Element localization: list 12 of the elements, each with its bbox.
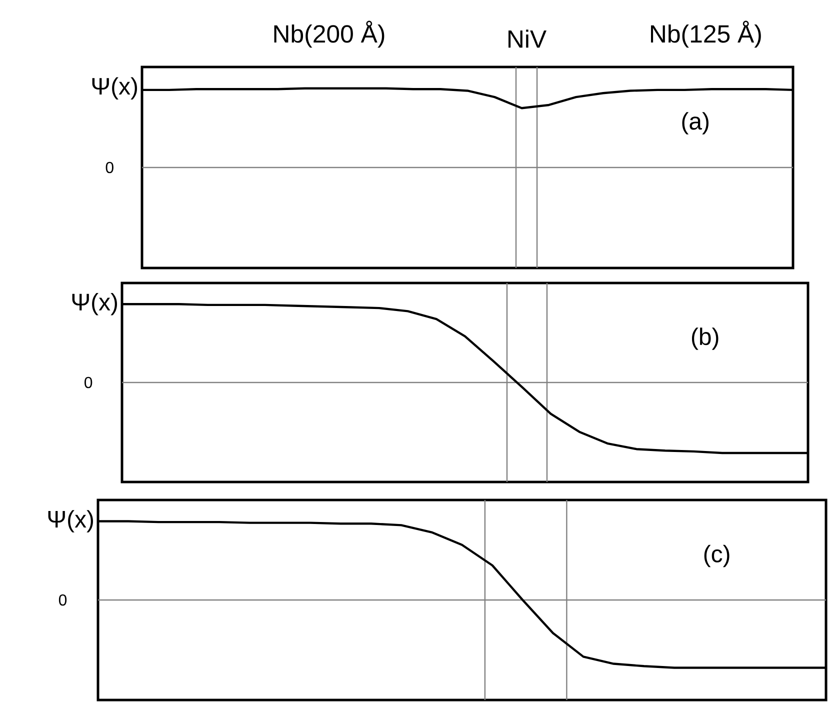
text: 0	[84, 376, 92, 388]
text: 0	[106, 162, 114, 174]
text: Nb(125 Å)	[651, 20, 761, 48]
text: (b)	[692, 328, 718, 350]
text: 0	[58, 594, 67, 606]
y-axis-title: Ψ(x)	[92, 77, 137, 100]
text: (c)	[704, 544, 730, 568]
y-axis-title: Ψ(x)	[48, 510, 93, 532]
text: (a)	[682, 112, 708, 134]
y-axis-title: Ψ(x)	[72, 293, 117, 316]
text: NiV	[508, 30, 546, 48]
text: Nb(200 Å)	[274, 20, 384, 48]
